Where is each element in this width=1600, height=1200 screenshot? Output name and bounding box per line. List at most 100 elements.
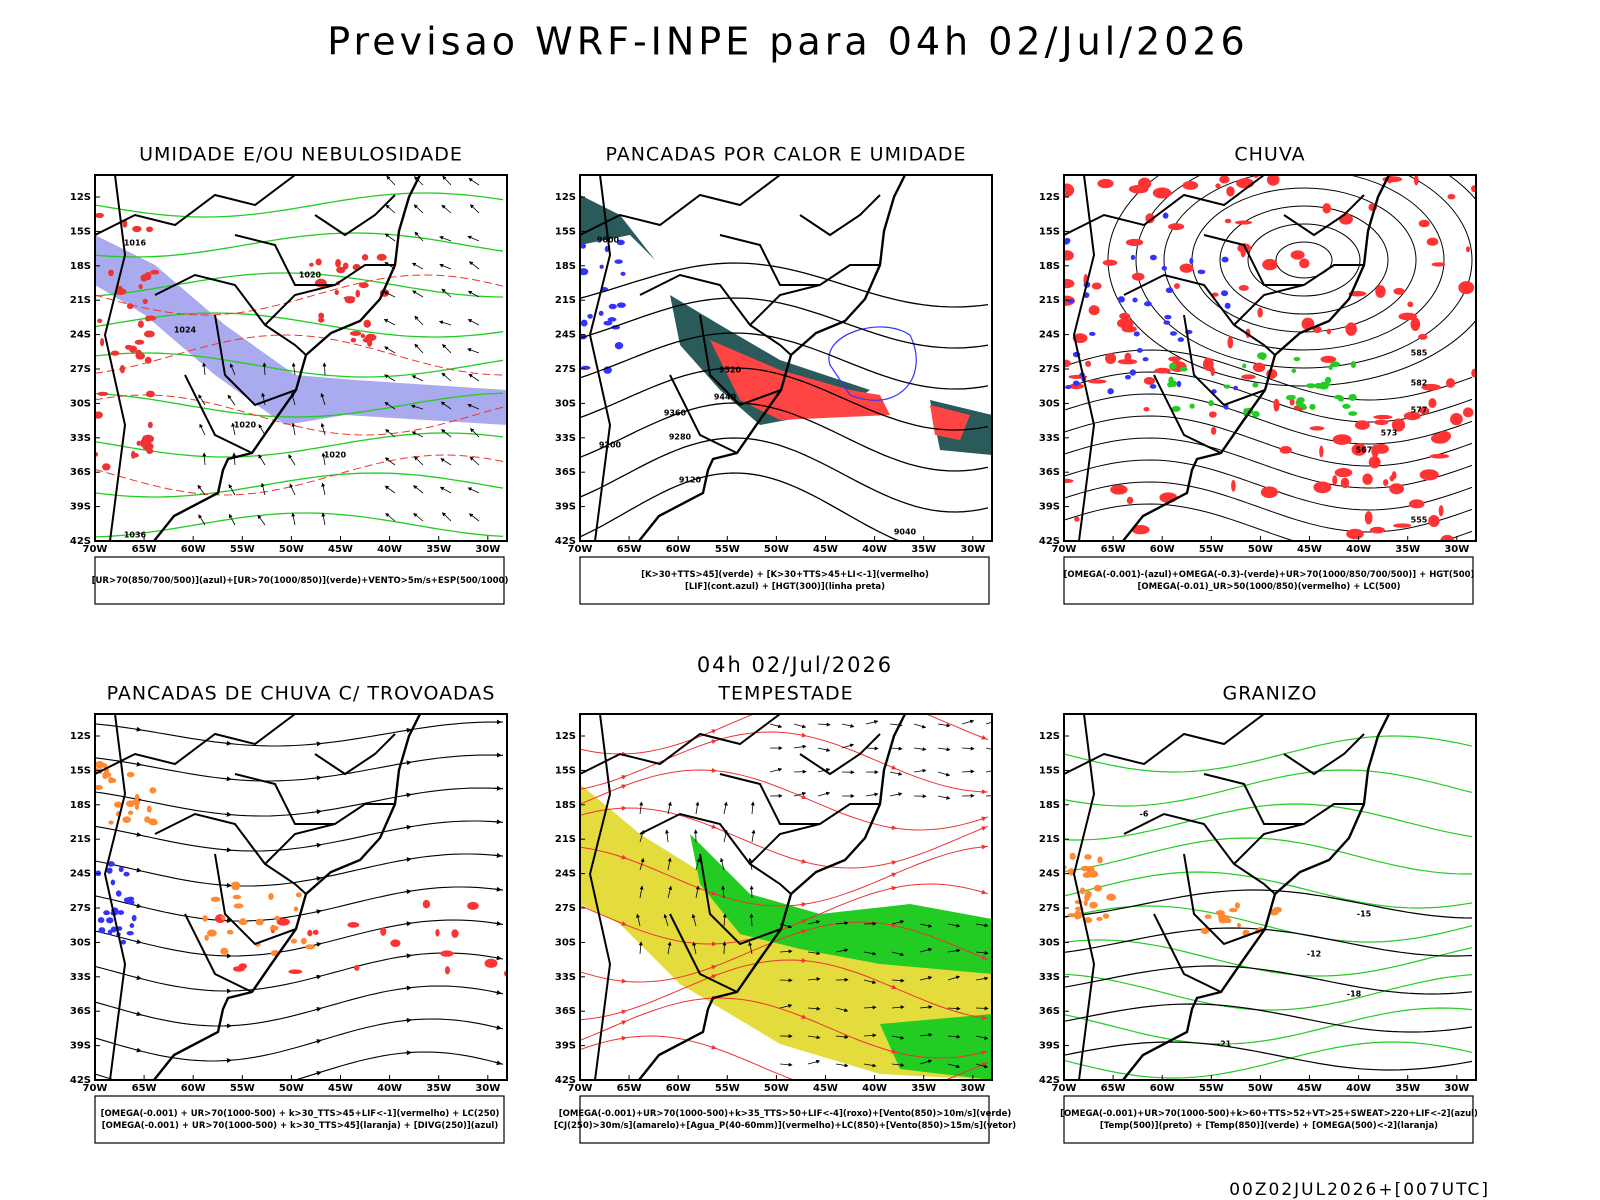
border [103, 175, 127, 541]
wind-vector [863, 979, 877, 984]
shaded-area [1208, 411, 1217, 418]
contour-label: 1020 [324, 451, 347, 460]
legend-text: [CJ(250)>30m/s](amarelo)+[Agua_P(40-60mm… [554, 1121, 1016, 1131]
shaded-area [1106, 893, 1117, 901]
wind-vector [947, 1006, 961, 1011]
contour [95, 1018, 504, 1062]
contour [95, 985, 504, 1027]
shaded-area [1179, 263, 1194, 273]
flow-arrow [134, 1047, 142, 1053]
wind-vector [891, 1005, 905, 1010]
lat-label: 12S [70, 192, 91, 203]
wind-vector [411, 431, 424, 438]
wind-vector [891, 1063, 905, 1067]
wind-vector [961, 769, 975, 774]
flow-arrow [494, 955, 502, 961]
wind-vector [198, 514, 206, 526]
shaded-area [1340, 477, 1350, 489]
map-area: 1016 1020 1024 1020 1020 1036 [95, 175, 507, 541]
shaded-area [1072, 333, 1088, 344]
lat-label: 21S [1039, 295, 1060, 306]
lon-label: 40W [377, 1083, 402, 1094]
wind-vector [749, 913, 754, 927]
wind-vector [289, 483, 296, 496]
lon-label: 50W [279, 544, 304, 555]
border [95, 714, 296, 775]
lon-label: 65W [132, 544, 157, 555]
wind-vector [386, 175, 396, 186]
lat-label: 42S [70, 1075, 91, 1086]
shaded-area [1145, 213, 1155, 224]
shaded-area [444, 966, 450, 975]
shaded-area [1334, 467, 1353, 478]
border [1203, 773, 1304, 825]
contour [95, 919, 504, 957]
wind-vector [441, 372, 452, 382]
wind-vector [384, 485, 396, 494]
shaded-area [97, 391, 109, 396]
shaded-area [1373, 414, 1393, 420]
wind-vector [321, 512, 326, 526]
wind-vector [695, 857, 701, 871]
flow-arrow [314, 1039, 322, 1044]
wind-vector [636, 913, 641, 927]
shaded-area [110, 778, 117, 783]
border [1183, 853, 1266, 946]
shaded-area [363, 319, 371, 328]
border [1233, 803, 1364, 865]
flow-arrow [619, 775, 627, 780]
lon-label: 70W [568, 1083, 593, 1094]
flow-arrow [314, 1070, 322, 1076]
wind-vector [385, 429, 396, 438]
wind-vector [947, 1034, 961, 1039]
shaded-area [146, 805, 152, 813]
wind-vector [291, 512, 296, 526]
shaded-area [1126, 496, 1134, 505]
shaded-area [233, 903, 244, 909]
shaded-area [1320, 355, 1337, 363]
contour-label: 9360 [664, 409, 687, 418]
contour [1064, 503, 1473, 541]
flow-arrow [404, 1017, 412, 1023]
shaded-area [1319, 445, 1324, 458]
lat-label: 39S [555, 1041, 576, 1052]
shaded-area [233, 966, 245, 972]
wind-vector [199, 423, 206, 436]
lat-label: 24S [555, 869, 576, 880]
contour-label: 9520 [719, 366, 742, 375]
wind-vector [807, 951, 821, 956]
legend-text: [OMEGA(-0.001)-(azul)+OMEGA(-0.3)-(verde… [1064, 570, 1475, 580]
shaded-area [1128, 184, 1149, 194]
wind-vector [975, 950, 989, 955]
wind-vector [663, 913, 669, 927]
contour-label: 1024 [174, 326, 197, 335]
flow-arrow [314, 909, 322, 915]
wind-vector [439, 236, 452, 242]
height-contour [1247, 223, 1361, 297]
flow-arrow [619, 1020, 627, 1026]
shaded-area [422, 899, 431, 909]
shaded-area [1131, 524, 1150, 535]
border [580, 175, 781, 236]
wind-vector [748, 941, 753, 955]
shaded-area [268, 892, 274, 901]
shaded-area [1471, 185, 1476, 193]
coastline [153, 714, 422, 1080]
shaded-area [145, 390, 155, 398]
page-title: Previsao WRF-INPE para 04h 02/Jul/2026 [327, 20, 1248, 64]
shaded-area [1069, 852, 1076, 860]
lat-label: 27S [1039, 903, 1060, 914]
shaded-area [97, 318, 103, 323]
lon-label: 50W [1248, 1083, 1273, 1094]
lat-label: 33S [1039, 972, 1060, 983]
lon-label: 35W [911, 1083, 936, 1094]
contour-label: -12 [1307, 950, 1321, 959]
shaded-area [1419, 469, 1439, 481]
wind-vector [769, 767, 783, 773]
shaded-area [1438, 505, 1444, 517]
shaded-area [1133, 331, 1140, 337]
lat-label: 12S [1039, 731, 1060, 742]
shaded-area [1446, 378, 1456, 388]
shaded-area [110, 926, 118, 933]
